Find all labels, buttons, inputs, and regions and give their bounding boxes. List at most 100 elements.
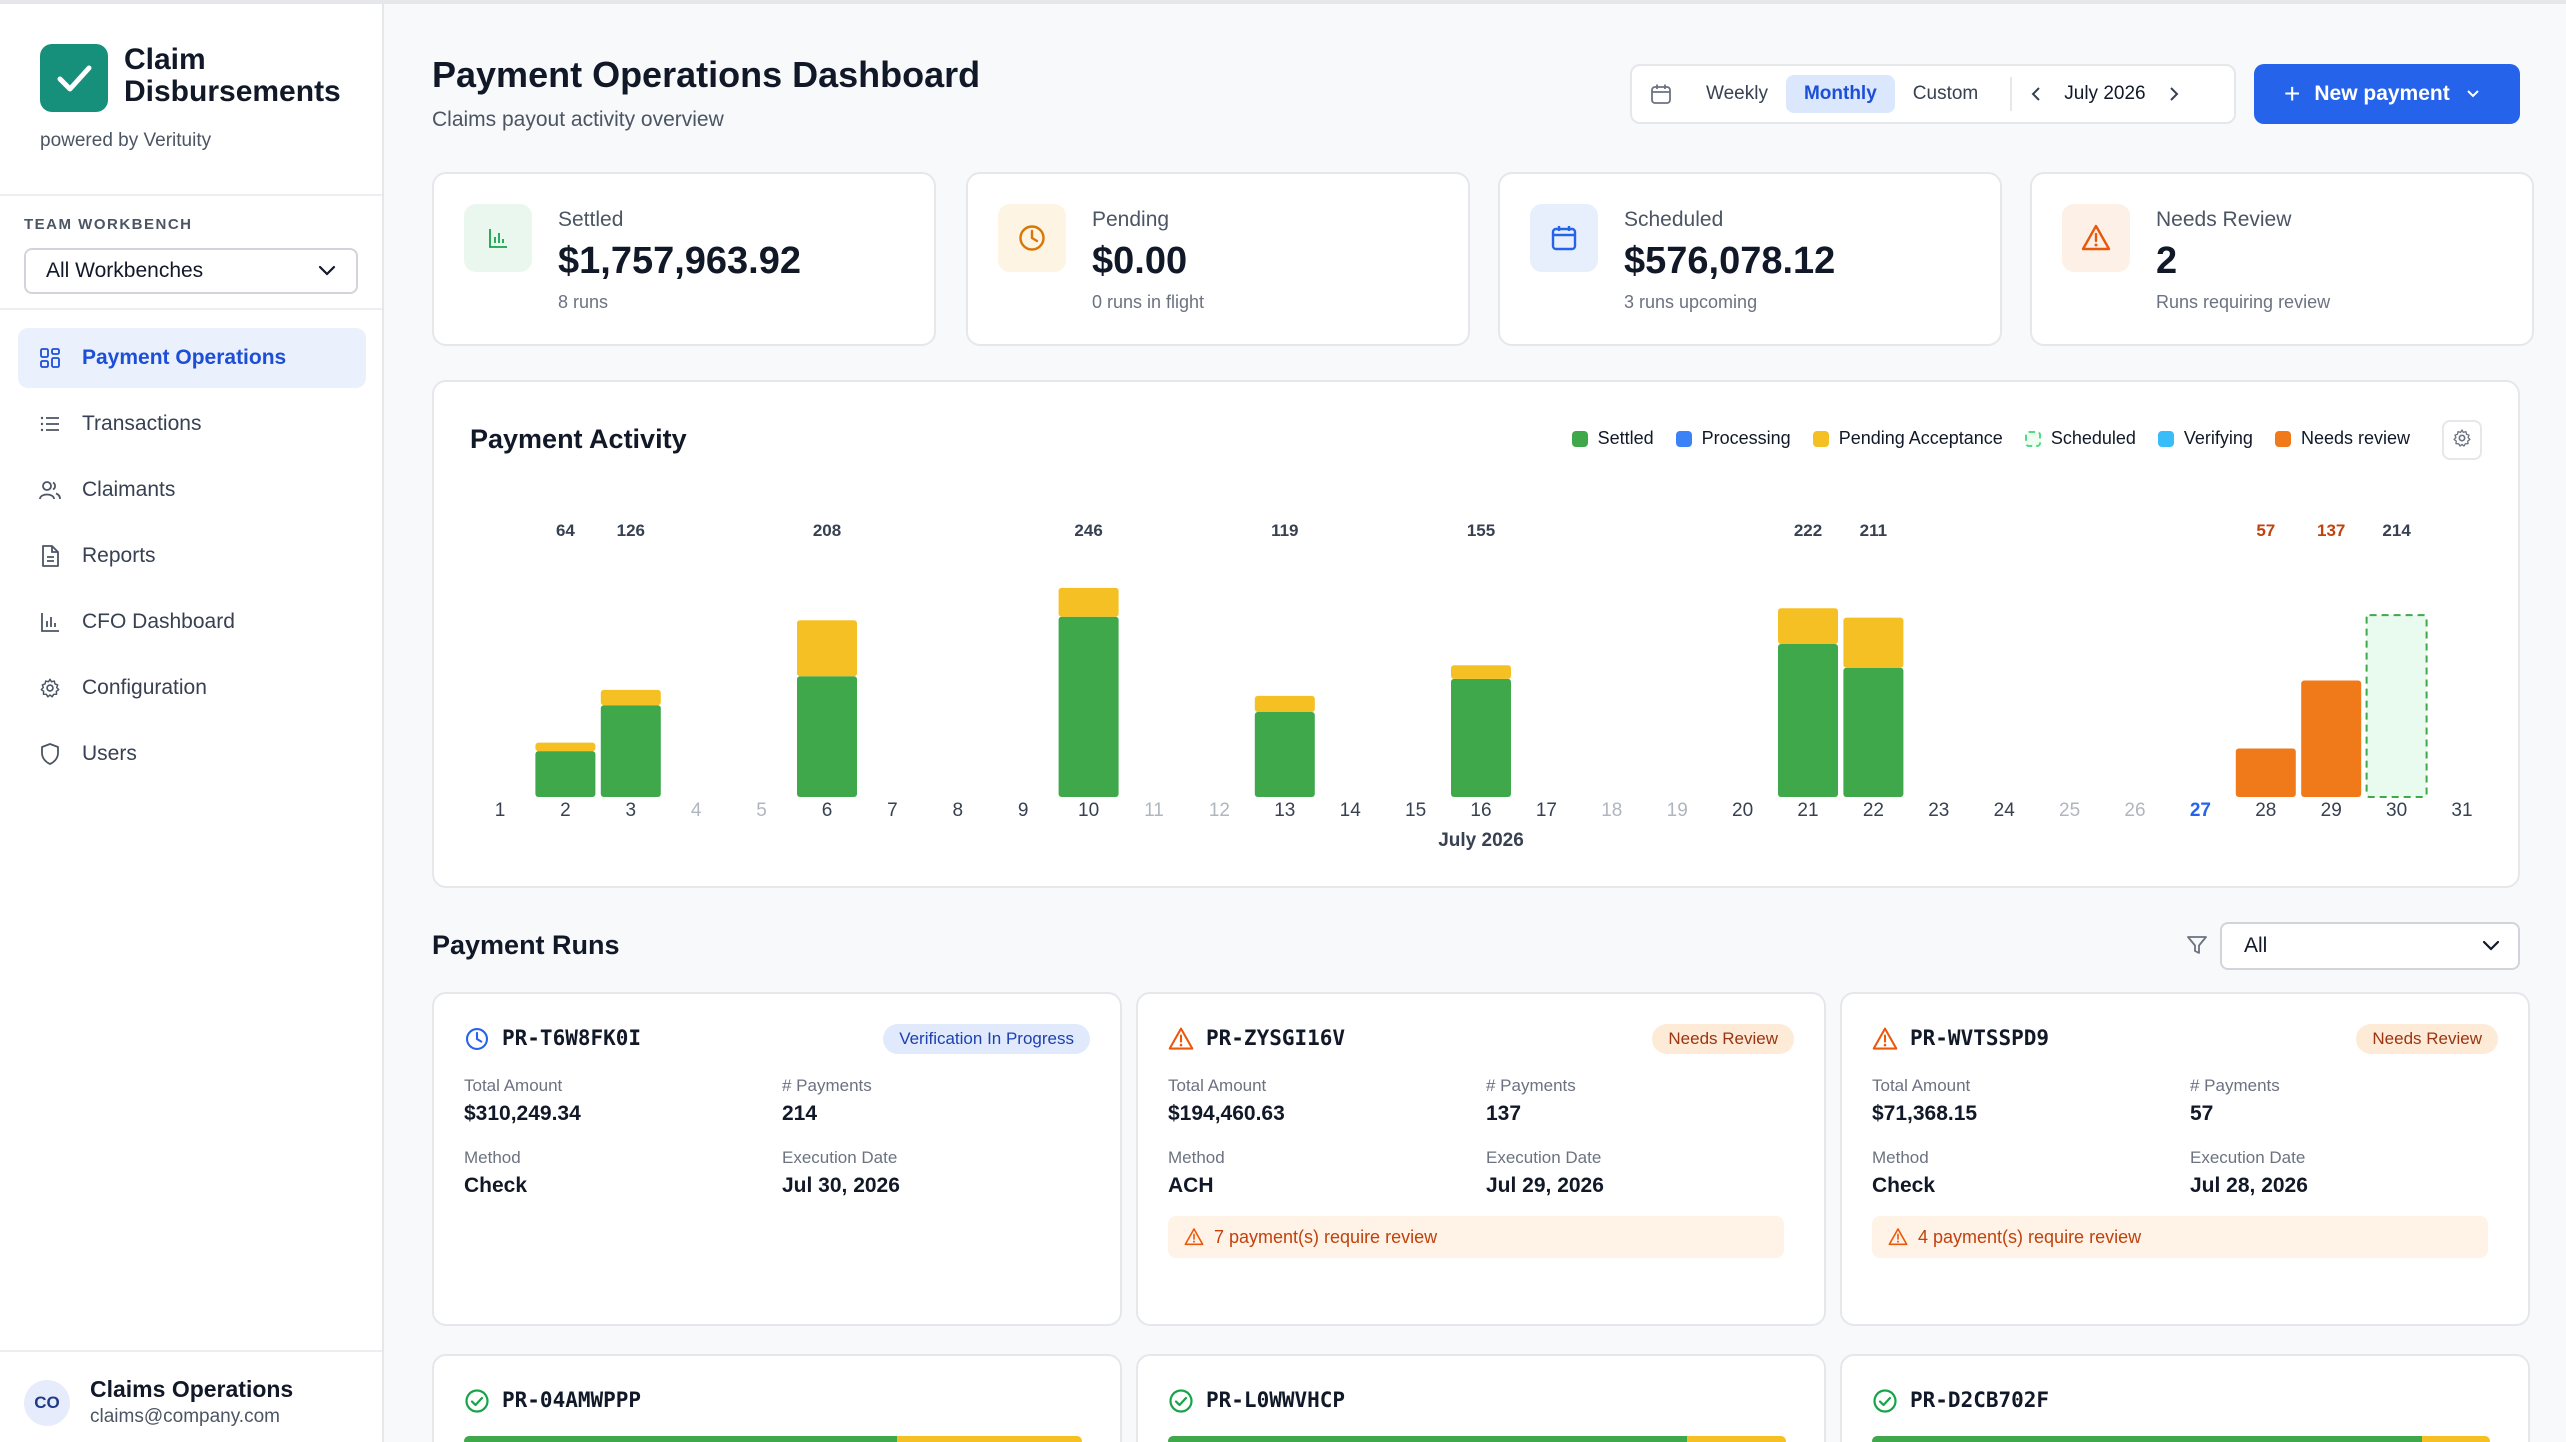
bar-pending-acceptance-day-10[interactable] bbox=[1058, 587, 1119, 617]
bar-total-label: 211 bbox=[1860, 521, 1887, 540]
payment-run-card[interactable]: PR-T6W8FK0I Verification In Progress Total… bbox=[432, 992, 1122, 1326]
runs-filter-select[interactable]: All bbox=[2220, 922, 2520, 970]
chart-settings-button[interactable] bbox=[2442, 420, 2482, 460]
review-warning[interactable]: 4 payment(s) require review bbox=[1872, 1216, 2488, 1258]
legend-label: Processing bbox=[1701, 428, 1791, 448]
run-id[interactable]: PR-04AMWPPP bbox=[502, 1388, 642, 1412]
bar-settled-day-16[interactable] bbox=[1451, 678, 1511, 797]
legend-item-scheduled[interactable]: Scheduled bbox=[2024, 428, 2136, 449]
new-payment-button[interactable]: + New payment bbox=[2254, 64, 2520, 124]
run-id[interactable]: PR-D2CB702F bbox=[1910, 1388, 2050, 1412]
payment-run-card[interactable]: PR-04AMWPPP bbox=[432, 1354, 1122, 1442]
bar-settled-day-13[interactable] bbox=[1254, 712, 1315, 797]
sidebar-item-claimants[interactable]: Claimants bbox=[18, 460, 366, 520]
chevron-down-icon bbox=[2466, 89, 2480, 99]
execution-date-label: Execution Date bbox=[782, 1148, 898, 1167]
sidebar-item-transactions[interactable]: Transactions bbox=[18, 394, 366, 454]
bar-total-label: 126 bbox=[617, 521, 645, 540]
user-name: Claims Operations bbox=[90, 1376, 294, 1402]
payments-count-value: 57 bbox=[2190, 1102, 2214, 1125]
progress-settled bbox=[1168, 1436, 1688, 1442]
run-id[interactable]: PR-WVTSSPD9 bbox=[1910, 1026, 2050, 1050]
chevron-right-icon[interactable] bbox=[2164, 85, 2184, 103]
gear-icon bbox=[2452, 428, 2472, 453]
warning-icon bbox=[2062, 204, 2130, 272]
payment-run-card[interactable]: PR-WVTSSPD9 Needs Review Total Amount $71,3… bbox=[1840, 992, 2530, 1326]
bar-pending-acceptance-day-3[interactable] bbox=[600, 689, 661, 706]
stat-card-scheduled[interactable]: Scheduled $576,078.12 3 runs upcoming bbox=[1498, 172, 2002, 346]
sidebar-item-label: Transactions bbox=[82, 412, 202, 435]
review-warning[interactable]: 7 payment(s) require review bbox=[1168, 1216, 1784, 1258]
brand[interactable]: Claim Disbursements bbox=[40, 44, 364, 112]
workbench-select[interactable]: All Workbenches bbox=[24, 248, 358, 294]
warning-icon bbox=[1184, 1227, 1204, 1247]
user-email: claims@company.com bbox=[90, 1406, 280, 1427]
stat-card-settled[interactable]: Settled $1,757,963.92 8 runs bbox=[432, 172, 936, 346]
bar-needs-review-day-28[interactable] bbox=[2235, 748, 2296, 797]
status-badge: Needs Review bbox=[2356, 1024, 2498, 1054]
payments-count-label: # Payments bbox=[1486, 1076, 1576, 1095]
payment-run-card[interactable]: PR-L0WWVHCP bbox=[1136, 1354, 1826, 1442]
sidebar-item-configuration[interactable]: Configuration bbox=[18, 658, 366, 718]
legend-item-verifying[interactable]: Verifying bbox=[2157, 428, 2253, 449]
sidebar-item-reports[interactable]: Reports bbox=[18, 526, 366, 586]
legend-item-settled[interactable]: Settled bbox=[1571, 428, 1654, 449]
sidebar-item-payment-operations[interactable]: Payment Operations bbox=[18, 328, 366, 388]
legend-swatch bbox=[2157, 430, 2174, 447]
bar-settled-day-2[interactable] bbox=[535, 751, 596, 797]
filter-icon[interactable] bbox=[2186, 934, 2208, 961]
payment-run-card[interactable]: PR-ZYSGI16V Needs Review Total Amount $194,… bbox=[1136, 992, 1826, 1326]
status-badge: Verification In Progress bbox=[883, 1024, 1090, 1054]
bar-pending-acceptance-day-2[interactable] bbox=[535, 742, 596, 752]
plus-icon: + bbox=[2284, 78, 2301, 109]
x-tick-label: 14 bbox=[1340, 800, 1362, 821]
legend-item-processing[interactable]: Processing bbox=[1675, 428, 1791, 449]
bar-settled-day-3[interactable] bbox=[600, 705, 661, 797]
calendar-icon[interactable] bbox=[1646, 83, 1676, 105]
bar-total-label: 208 bbox=[813, 521, 841, 540]
execution-date-label: Execution Date bbox=[1486, 1148, 1602, 1167]
x-tick-label: 4 bbox=[691, 800, 702, 821]
run-id[interactable]: PR-L0WWVHCP bbox=[1206, 1388, 1346, 1412]
legend-item-pending-acceptance[interactable]: Pending Acceptance bbox=[1812, 428, 2003, 449]
payments-count-label: # Payments bbox=[2190, 1076, 2280, 1095]
sidebar-item-users[interactable]: Users bbox=[18, 724, 366, 784]
bar-settled-day-6[interactable] bbox=[797, 676, 857, 797]
user-profile[interactable]: CO Claims Operations claims@company.com bbox=[0, 1350, 382, 1442]
bar-settled-day-22[interactable] bbox=[1843, 667, 1904, 797]
stat-card-needs-review[interactable]: Needs Review 2 Runs requiring review bbox=[2030, 172, 2534, 346]
legend-swatch bbox=[1675, 430, 1692, 447]
payment-run-card[interactable]: PR-D2CB702F bbox=[1840, 1354, 2530, 1442]
x-tick-label: 31 bbox=[2451, 800, 2472, 821]
x-tick-label: 28 bbox=[2255, 800, 2276, 821]
bar-pending-acceptance-day-21[interactable] bbox=[1778, 608, 1838, 644]
sidebar-item-label: Users bbox=[82, 742, 137, 765]
check-circle-icon bbox=[1168, 1388, 1194, 1414]
bar-needs-review-day-29[interactable] bbox=[2301, 680, 2362, 797]
chevron-left-icon[interactable] bbox=[2026, 85, 2046, 103]
sidebar-item-cfo-dashboard[interactable]: CFO Dashboard bbox=[18, 592, 366, 652]
settlement-progress-bar bbox=[464, 1436, 1082, 1442]
period-monthly-button[interactable]: Monthly bbox=[1785, 75, 1895, 113]
payments-count-value: 137 bbox=[1486, 1102, 1522, 1125]
settlement-progress-bar bbox=[1168, 1436, 1786, 1442]
bar-pending-acceptance-day-22[interactable] bbox=[1843, 617, 1904, 668]
bar-pending-acceptance-day-6[interactable] bbox=[797, 620, 857, 677]
legend-swatch bbox=[2274, 430, 2291, 447]
x-tick-label: 19 bbox=[1667, 800, 1688, 821]
bar-scheduled-day-30[interactable] bbox=[2365, 614, 2428, 798]
legend-item-needs-review[interactable]: Needs review bbox=[2274, 428, 2410, 449]
run-id[interactable]: PR-T6W8FK0I bbox=[502, 1026, 642, 1050]
x-tick-label: 20 bbox=[1732, 800, 1753, 821]
period-weekly-button[interactable]: Weekly bbox=[1706, 83, 1768, 104]
sidebar-divider bbox=[0, 194, 382, 196]
bar-pending-acceptance-day-13[interactable] bbox=[1254, 695, 1315, 712]
period-custom-button[interactable]: Custom bbox=[1912, 83, 1979, 104]
bar-settled-day-10[interactable] bbox=[1058, 616, 1119, 797]
bar-settled-day-21[interactable] bbox=[1778, 644, 1838, 797]
run-id[interactable]: PR-ZYSGI16V bbox=[1206, 1026, 1346, 1050]
stat-card-pending[interactable]: Pending $0.00 0 runs in flight bbox=[966, 172, 1470, 346]
bar-pending-acceptance-day-16[interactable] bbox=[1451, 665, 1511, 679]
period-options: Weekly Monthly Custom bbox=[1688, 75, 1996, 113]
